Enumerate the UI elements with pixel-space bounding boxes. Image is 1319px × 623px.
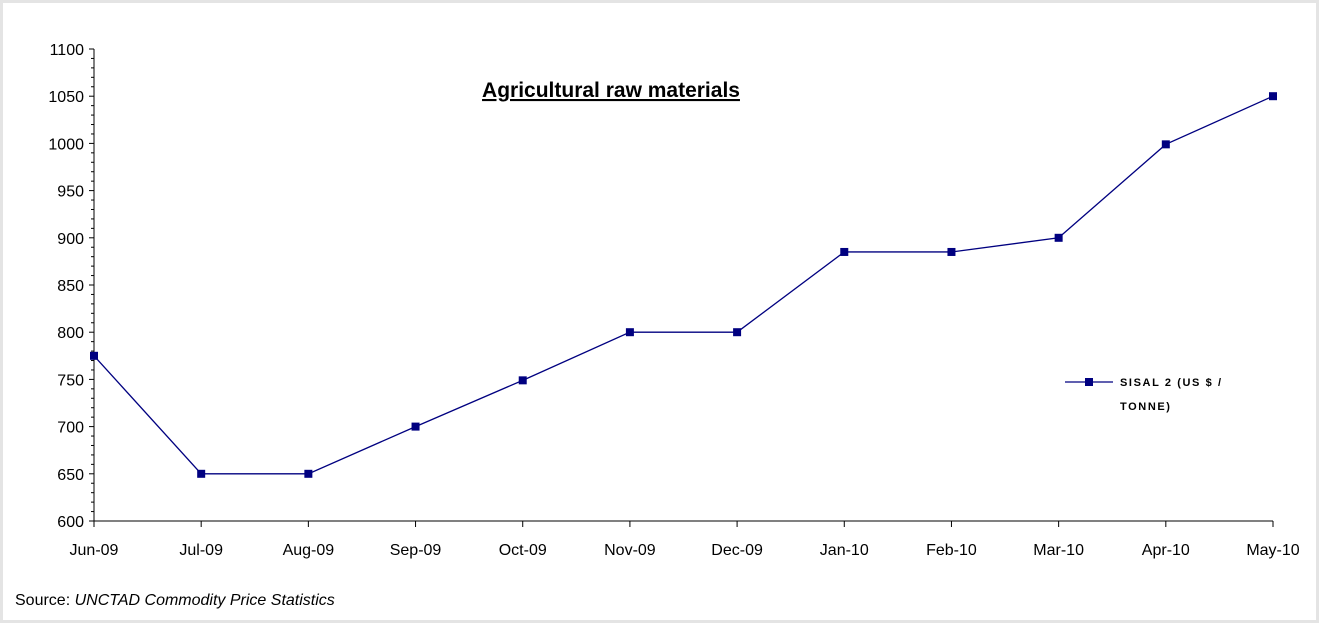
data-point <box>1269 92 1277 101</box>
y-tick-label: 650 <box>57 467 84 484</box>
data-point <box>733 328 742 337</box>
chart-title: Agricultural raw materials <box>482 79 740 102</box>
x-tick-label: Dec-09 <box>711 542 763 559</box>
data-point <box>90 351 98 360</box>
source-prefix: Source: <box>15 592 75 609</box>
chart-axes: 600 650 700 750 800 850 900 950 1000 1050 1100 Jun-… <box>48 42 1299 559</box>
x-tick-label: Feb-10 <box>926 542 977 559</box>
chart-series <box>90 92 1277 478</box>
data-point <box>947 247 956 256</box>
x-tick-label: Jan-10 <box>820 542 869 559</box>
x-tick-label: Jul-09 <box>179 542 223 559</box>
line-chart: 600 650 700 750 800 850 900 950 1000 1050 1100 Jun-… <box>48 42 1299 559</box>
data-point <box>411 422 420 431</box>
y-tick-label: 1100 <box>50 42 85 59</box>
x-tick-label: Mar-10 <box>1033 542 1084 559</box>
x-tick-label: May-10 <box>1246 542 1299 559</box>
x-tick-label: Oct-09 <box>499 542 547 559</box>
source-text: UNCTAD Commodity Price Statistics <box>74 592 335 609</box>
chart-legend: SISAL 2 (US $ / TONNE) <box>1065 377 1223 413</box>
data-point <box>304 469 313 478</box>
legend-marker <box>1085 378 1093 386</box>
data-point <box>1054 233 1063 242</box>
x-tick-label: Jun-09 <box>70 542 119 559</box>
y-tick-label: 900 <box>57 231 84 248</box>
x-tick-label: Nov-09 <box>604 542 656 559</box>
y-tick-label: 750 <box>57 372 84 389</box>
data-point <box>1161 140 1170 149</box>
x-tick-label: Aug-09 <box>283 542 335 559</box>
x-tick-label: Sep-09 <box>390 542 442 559</box>
y-tick-label: 600 <box>57 514 84 531</box>
data-point <box>197 469 206 478</box>
y-tick-label: 1050 <box>48 89 84 106</box>
data-point <box>840 247 849 256</box>
data-point <box>625 328 634 337</box>
y-tick-label: 850 <box>57 278 84 295</box>
source-note: Source: UNCTAD Commodity Price Statistic… <box>15 592 335 610</box>
y-tick-label: 950 <box>57 184 84 201</box>
legend-label: SISAL 2 (US $ / <box>1120 377 1223 389</box>
series-line <box>93 95 1274 475</box>
x-tick-label: Apr-10 <box>1142 542 1190 559</box>
y-tick-label: 800 <box>57 325 84 342</box>
y-tick-label: 700 <box>57 420 84 437</box>
data-point <box>518 376 527 385</box>
legend-label: TONNE) <box>1120 401 1172 413</box>
y-tick-label: 1000 <box>48 136 84 153</box>
